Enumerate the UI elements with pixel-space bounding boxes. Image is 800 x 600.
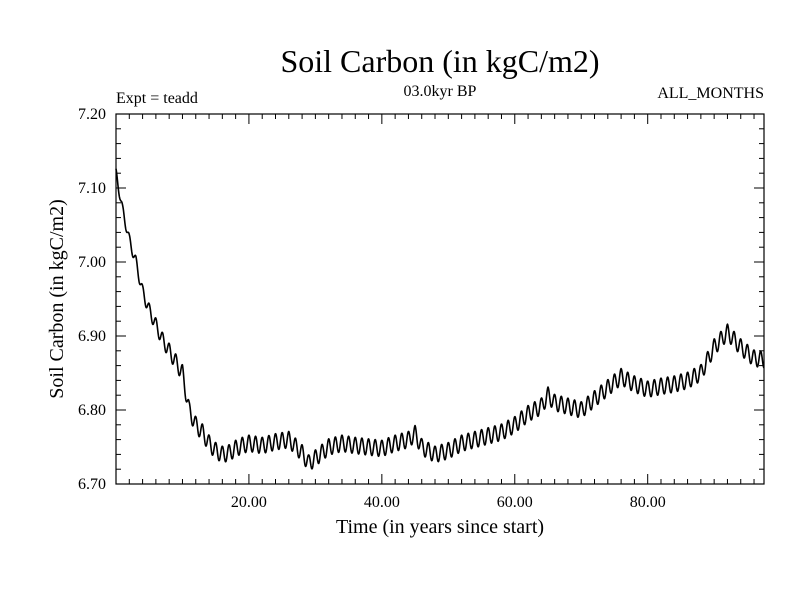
y-tick-label: 7.10 xyxy=(78,180,106,197)
axis-tick-labels: 20.00 40.00 60.00 80.00 6.70 6.80 6.90 7.00 7.10… xyxy=(78,106,666,511)
y-tick-label: 7.00 xyxy=(78,254,106,271)
y-tick-label: 7.20 xyxy=(78,106,106,123)
y-tick-label: 6.80 xyxy=(78,402,106,419)
experiment-label: Expt = teadd xyxy=(116,90,198,107)
x-tick-label: 80.00 xyxy=(630,494,666,511)
chart-title: Soil Carbon (in kgC/m2) xyxy=(280,43,599,79)
plot-frame xyxy=(115,113,765,485)
y-axis-label: Soil Carbon (in kgC/m2) xyxy=(46,199,68,398)
x-tick-label: 60.00 xyxy=(497,494,533,511)
y-tick-label: 6.90 xyxy=(78,328,106,345)
x-axis-label: Time (in years since start) xyxy=(336,516,544,538)
x-tick-label: 20.00 xyxy=(231,494,267,511)
series-line-soil-carbon xyxy=(115,168,765,470)
x-tick-label: 40.00 xyxy=(364,494,400,511)
chart-subtitle: 03.0kyr BP xyxy=(404,83,477,100)
y-tick-label: 6.70 xyxy=(78,476,106,493)
months-label: ALL_MONTHS xyxy=(657,85,764,102)
axis-ticks xyxy=(116,114,764,484)
